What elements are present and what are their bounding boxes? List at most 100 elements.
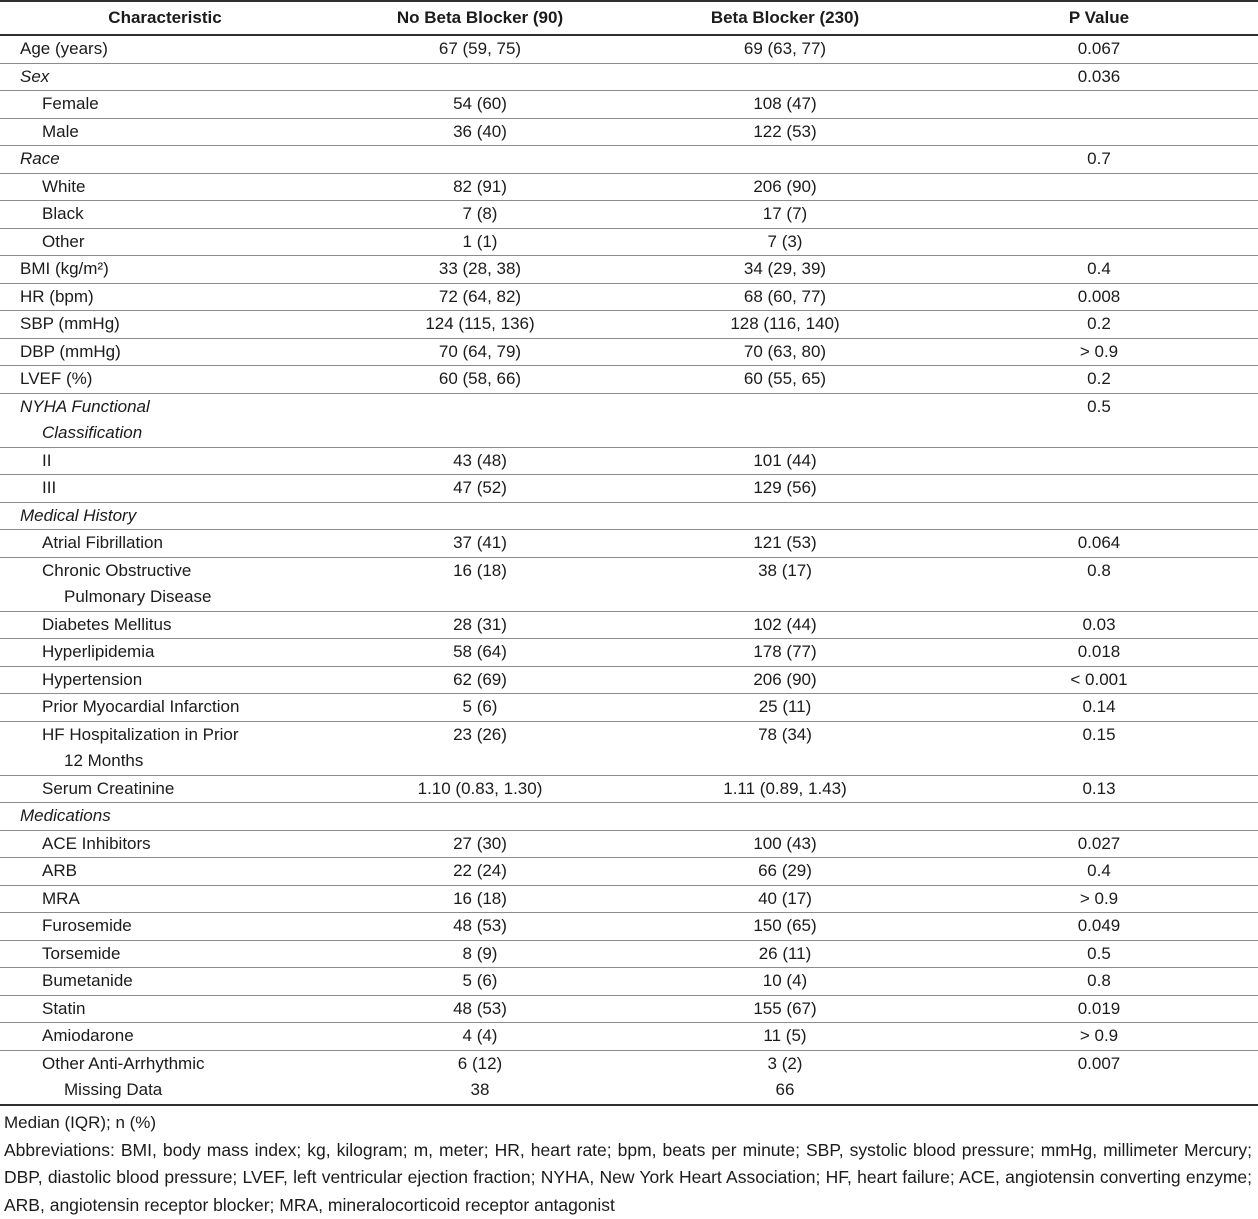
row-label-line: III [0,475,330,502]
no-beta-blocker-value: 43 (48) [330,447,630,475]
p-value: 0.007 [940,1050,1258,1077]
no-beta-blocker-value: 54 (60) [330,91,630,119]
no-beta-blocker-value: 22 (24) [330,858,630,886]
beta-blocker-value: 128 (116, 140) [630,311,940,339]
row-label-line: Classification [0,420,330,447]
row-label: BMI (kg/m²) [0,256,330,284]
row-label-line: SBP (mmHg) [0,311,330,338]
row-label: III [0,475,330,503]
row-label: White [0,173,330,201]
column-header-no-beta-blocker: No Beta Blocker (90) [330,1,630,35]
p-value: 0.5 [940,940,1258,968]
p-value: 0.4 [940,256,1258,284]
p-value: 0.15 [940,721,1258,775]
row-label: Furosemide [0,913,330,941]
beta-blocker-value: 68 (60, 77) [630,283,940,311]
row-label-line: ARB [0,858,330,885]
row-label-line: Atrial Fibrillation [0,530,330,557]
beta-blocker-value [630,63,940,91]
no-beta-blocker-value: 38 [330,1077,630,1105]
beta-blocker-value: 121 (53) [630,530,940,558]
row-label-line: II [0,448,330,475]
row-label: HR (bpm) [0,283,330,311]
row-label: Hyperlipidemia [0,639,330,667]
beta-blocker-value: 1.11 (0.89, 1.43) [630,775,940,803]
p-value [940,475,1258,503]
column-header-characteristic: Characteristic [0,1,330,35]
row-label: Diabetes Mellitus [0,611,330,639]
no-beta-blocker-value [330,502,630,530]
column-header-p-value: P Value [940,1,1258,35]
row-label: Amiodarone [0,1023,330,1051]
no-beta-blocker-value: 23 (26) [330,721,630,775]
beta-blocker-value: 108 (47) [630,91,940,119]
row-label: Medical History [0,502,330,530]
row-label: II [0,447,330,475]
row-label-line: Medications [0,803,330,830]
p-value: > 0.9 [940,885,1258,913]
row-label-line: Sex [0,64,330,91]
no-beta-blocker-value: 48 (53) [330,913,630,941]
beta-blocker-value: 70 (63, 80) [630,338,940,366]
no-beta-blocker-value: 5 (6) [330,968,630,996]
table-row: Age (years)67 (59, 75)69 (63, 77)0.067 [0,35,1258,63]
beta-blocker-value: 11 (5) [630,1023,940,1051]
no-beta-blocker-value: 62 (69) [330,666,630,694]
beta-blocker-value: 26 (11) [630,940,940,968]
row-label: Sex [0,63,330,91]
row-label: Prior Myocardial Infarction [0,694,330,722]
row-label-line: HR (bpm) [0,284,330,311]
row-label-line: Other [0,229,330,256]
no-beta-blocker-value: 4 (4) [330,1023,630,1051]
p-value [940,803,1258,831]
no-beta-blocker-value: 60 (58, 66) [330,366,630,394]
row-label-line: Race [0,146,330,173]
no-beta-blocker-value: 67 (59, 75) [330,35,630,63]
beta-blocker-value: 7 (3) [630,228,940,256]
p-value: 0.067 [940,35,1258,63]
row-label: DBP (mmHg) [0,338,330,366]
beta-blocker-value: 101 (44) [630,447,940,475]
row-label-line: Diabetes Mellitus [0,612,330,639]
row-label-line: Medical History [0,503,330,530]
no-beta-blocker-value: 70 (64, 79) [330,338,630,366]
beta-blocker-value [630,393,940,447]
beta-blocker-value: 102 (44) [630,611,940,639]
row-label-line: HF Hospitalization in Prior [0,722,330,749]
p-value: 0.019 [940,995,1258,1023]
row-label: Other Anti-Arrhythmic [0,1050,330,1077]
row-label-line: Pulmonary Disease [0,584,330,611]
table-row: BMI (kg/m²)33 (28, 38)34 (29, 39)0.4 [0,256,1258,284]
p-value: 0.018 [940,639,1258,667]
row-label-line: White [0,174,330,201]
beta-blocker-value: 178 (77) [630,639,940,667]
row-label: MRA [0,885,330,913]
beta-blocker-value: 25 (11) [630,694,940,722]
no-beta-blocker-value [330,63,630,91]
row-label: Statin [0,995,330,1023]
row-label-line: Black [0,201,330,228]
p-value: 0.008 [940,283,1258,311]
p-value: > 0.9 [940,1023,1258,1051]
no-beta-blocker-value: 27 (30) [330,830,630,858]
beta-blocker-value: 17 (7) [630,201,940,229]
beta-blocker-value: 206 (90) [630,666,940,694]
table-header: Characteristic No Beta Blocker (90) Beta… [0,1,1258,35]
beta-blocker-value [630,146,940,174]
p-value: 0.03 [940,611,1258,639]
